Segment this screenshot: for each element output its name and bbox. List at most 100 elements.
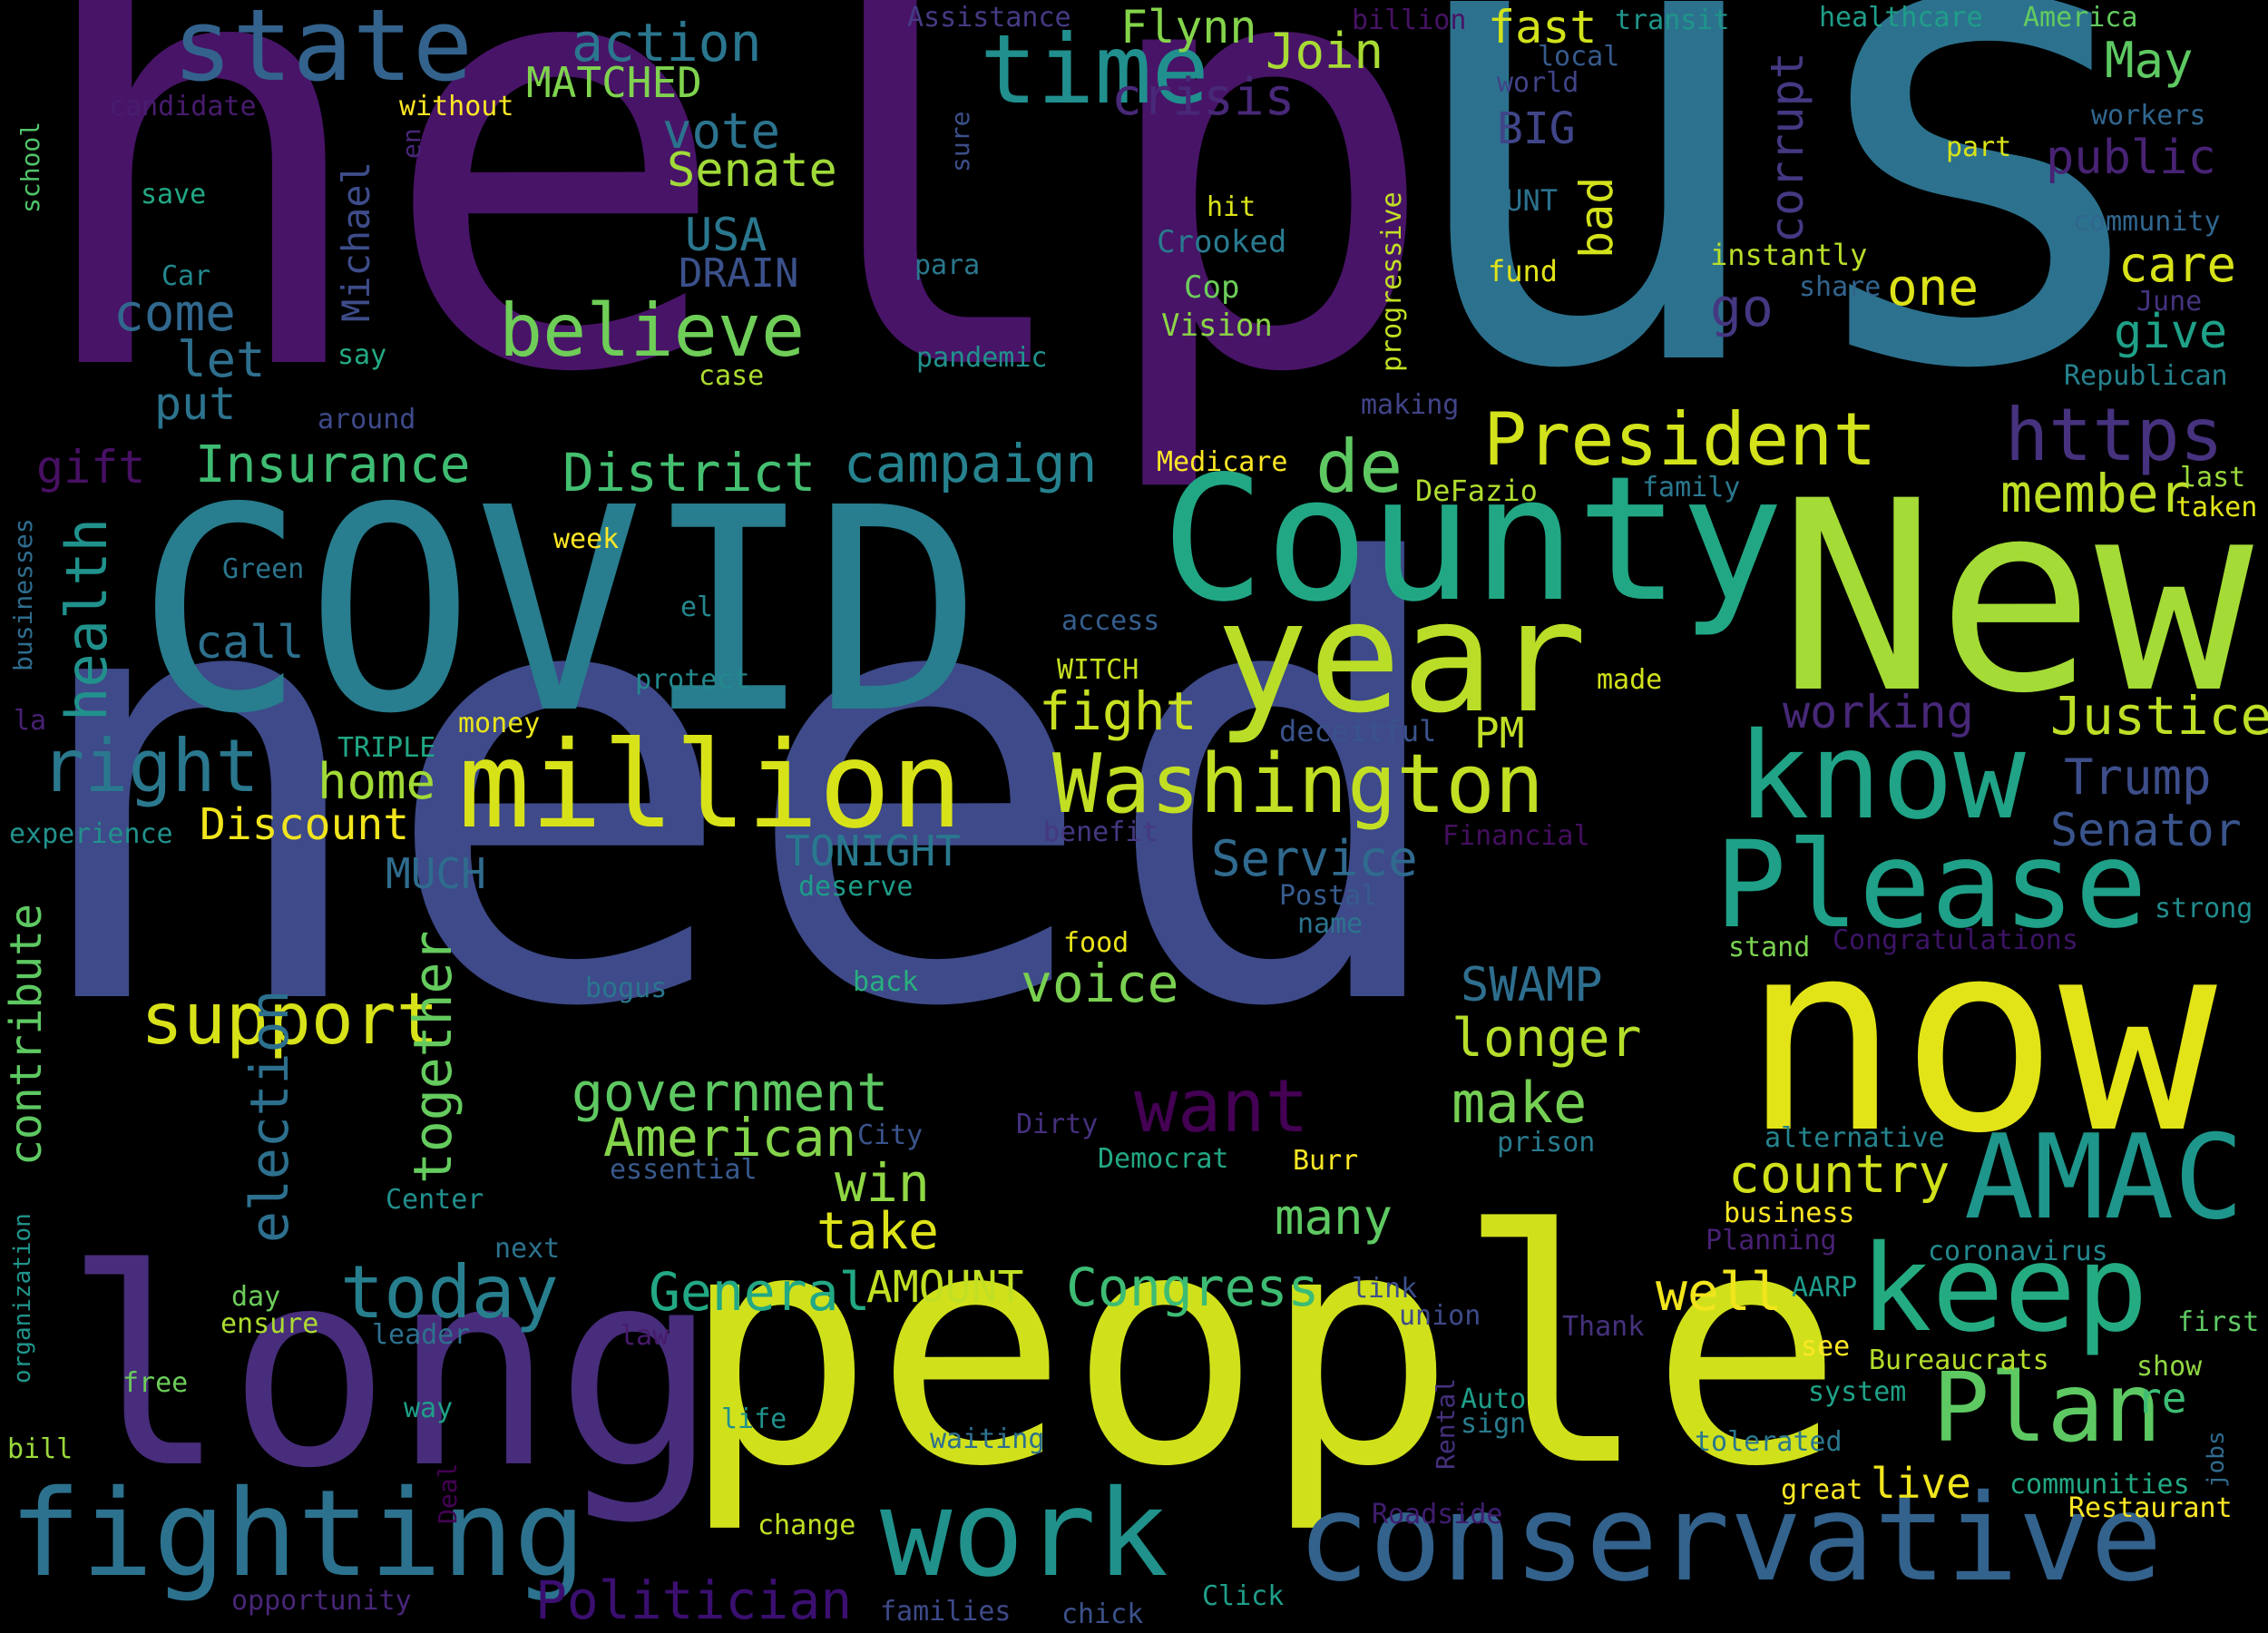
word-coronavirus: coronavirus [1928, 1236, 2108, 1267]
word-crooked: Crooked [1157, 224, 1287, 260]
word-bureaucrats: Bureaucrats [1869, 1345, 2049, 1376]
word-deceitful: deceitful [1279, 714, 1437, 748]
word-service: Service [1211, 830, 1418, 887]
word-week: week [553, 523, 620, 555]
word-america: America [2023, 2, 2138, 34]
word-action: action [572, 12, 762, 73]
word-come: come [113, 284, 236, 343]
word-fast: fast [1488, 1, 1598, 54]
word-school: school [15, 121, 45, 213]
word-discount: Discount [200, 799, 410, 850]
word-many: many [1275, 1188, 1393, 1246]
word-well: well [1656, 1261, 1783, 1323]
word-please: Please [1715, 816, 2147, 955]
word-senator: Senator [2050, 804, 2242, 856]
word-member: member [2000, 463, 2191, 524]
word-stand: stand [1728, 932, 1811, 963]
word-deal: Deal [433, 1462, 463, 1524]
word-amac: AMAC [1964, 1110, 2244, 1246]
word-michael: Michael [334, 161, 378, 322]
word-trump: Trump [2064, 748, 2212, 806]
word-work: work [880, 1464, 1168, 1604]
word-part: part [1946, 132, 2012, 163]
word-conservative: conservative [1297, 1469, 2163, 1609]
word-save: save [141, 179, 207, 210]
word-big: BIG [1497, 103, 1576, 154]
word-bogus: bogus [585, 973, 668, 1004]
word-contribute: contribute [1, 904, 52, 1166]
word-instantly: instantly [1710, 238, 1868, 272]
word-matched: MATCHED [526, 58, 702, 107]
word-corrupt: corrupt [1761, 52, 1813, 243]
word-candidate: candidate [109, 91, 257, 122]
word-justice: Justice [2050, 685, 2268, 747]
word-take: take [816, 1202, 939, 1261]
word-workers: workers [2091, 100, 2206, 132]
word-general: General [649, 1261, 871, 1323]
word-cop: Cop [1184, 269, 1240, 306]
word-experience: experience [9, 818, 173, 850]
word-system: system [1808, 1376, 1907, 1408]
word-washington: Washington [1052, 737, 1544, 832]
word-together: together [402, 930, 464, 1184]
word-access: access [1061, 605, 1160, 637]
word-health: health [54, 518, 120, 721]
word-longer: longer [1452, 1007, 1642, 1069]
word-home: home [318, 753, 436, 810]
word-auto: Auto [1461, 1384, 1527, 1415]
word-way: way [404, 1393, 454, 1424]
word-thank: Thank [1562, 1311, 1645, 1343]
word-back: back [853, 966, 919, 998]
word-next: next [494, 1233, 561, 1265]
word-food: food [1063, 927, 1129, 959]
word-opportunity: opportunity [231, 1585, 412, 1617]
word-know: know [1737, 707, 2026, 846]
word-voice: voice [1021, 953, 1179, 1014]
word-put: put [154, 377, 237, 430]
word-show: show [2136, 1351, 2203, 1383]
word-ensure: ensure [220, 1308, 319, 1340]
word-postal: Postal [1279, 880, 1378, 912]
word-long: long [64, 1211, 719, 1528]
word-life: life [721, 1403, 787, 1435]
word-deserve: deserve [798, 871, 914, 903]
word-vote: vote [662, 103, 781, 160]
word-district: District [562, 442, 816, 504]
word-communities: communities [2009, 1469, 2190, 1501]
word-last: last [2180, 462, 2246, 494]
word-hit: hit [1207, 191, 1256, 223]
word-million: million [458, 716, 963, 856]
word-without: without [399, 91, 514, 122]
word-keep: keep [1860, 1219, 2148, 1359]
word-essential: essential [610, 1154, 758, 1186]
word-progressive: progressive [1376, 191, 1408, 372]
word-flynn: Flynn [1120, 1, 1257, 54]
word-insurance: Insurance [195, 435, 471, 494]
word-crisis: crisis [1111, 68, 1295, 127]
word-burr: Burr [1293, 1145, 1359, 1177]
word-name: name [1297, 908, 1364, 940]
word-sign: sign [1461, 1408, 1527, 1440]
word-live: live [1871, 1459, 1971, 1508]
word-help: help [23, 0, 1443, 502]
word-re: re [2136, 1374, 2187, 1423]
word-waiting: waiting [930, 1423, 1045, 1455]
word-june: June [2136, 286, 2203, 318]
word-witch: WITCH [1057, 654, 1139, 686]
word-make: make [1452, 1070, 1588, 1136]
word-https: https [2005, 393, 2224, 477]
word-click: Click [1202, 1580, 1285, 1612]
word-republican: Republican [2064, 360, 2228, 392]
word-county: County [1161, 439, 1784, 640]
word-one: one [1887, 259, 1980, 318]
word-rental: Rental [1431, 1377, 1461, 1470]
word-la: la [14, 705, 47, 737]
word-much: MUCH [386, 849, 486, 898]
word-campaign: campaign [844, 433, 1098, 494]
word-us: us [1388, 0, 2175, 512]
word-join: Join [1266, 23, 1384, 80]
word-case: case [699, 360, 765, 392]
word-day: day [231, 1281, 281, 1313]
word-government: government [572, 1061, 889, 1123]
word-financial: Financial [1442, 820, 1590, 852]
